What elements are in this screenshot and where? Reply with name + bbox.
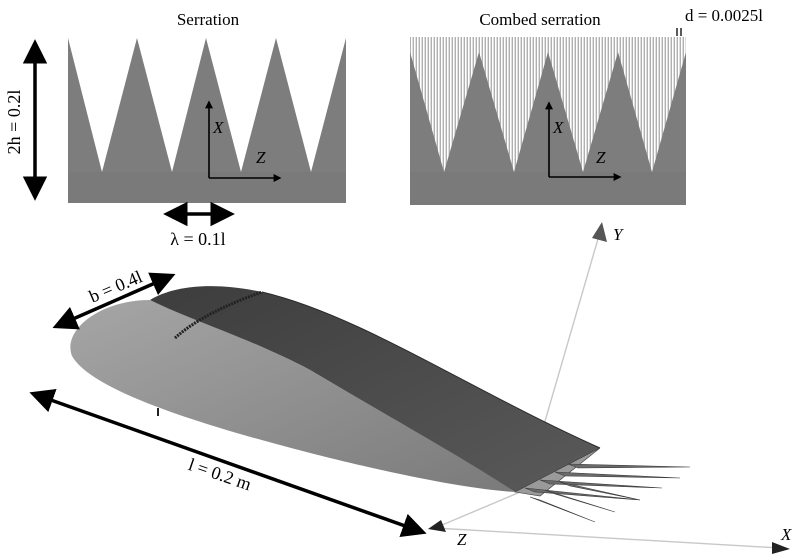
trailing-edge-serrations [514,447,691,523]
inset-z-label: Z [256,148,266,167]
combed-inset-axes: X Z [545,101,622,181]
combed-serration-panel: Combed serration X Z d = 0.0025l [410,6,763,205]
serration-base [68,172,346,203]
span-arrow [52,272,176,330]
comb-gap-label: d = 0.0025l [685,6,763,25]
z-axis-arrowhead [428,520,446,532]
axis3d-x-label: X [780,525,792,544]
wavelength-label: λ = 0.1l [170,229,225,249]
combed-inset-x-label: X [552,118,564,137]
combed-inset-z-label: Z [596,148,606,167]
combed-serration-shape [410,52,686,205]
serration-title: Serration [177,10,240,29]
top-hatch-line [173,290,263,340]
chord-arrow [29,389,427,537]
y-axis-arrowhead [592,222,607,242]
serration-inset-axes: X Z [205,100,282,182]
combed-base [410,172,686,205]
axes-3d: Y Z X [428,222,792,554]
airfoil-edge [261,291,601,449]
serration-shape [68,38,346,203]
inset-x-label: X [212,118,224,137]
x-axis-arrowhead [772,542,790,554]
airfoil-3d [70,286,691,523]
comb-gap-marker [676,28,682,36]
combed-title: Combed serration [479,10,601,29]
height-label: 2h = 0.2l [4,90,24,155]
axis3d-z-label: Z [457,530,467,549]
serration-panel: Serration X Z 2h = 0.2l λ = 0.1l [4,10,346,249]
axis3d-y-label: Y [613,225,624,244]
